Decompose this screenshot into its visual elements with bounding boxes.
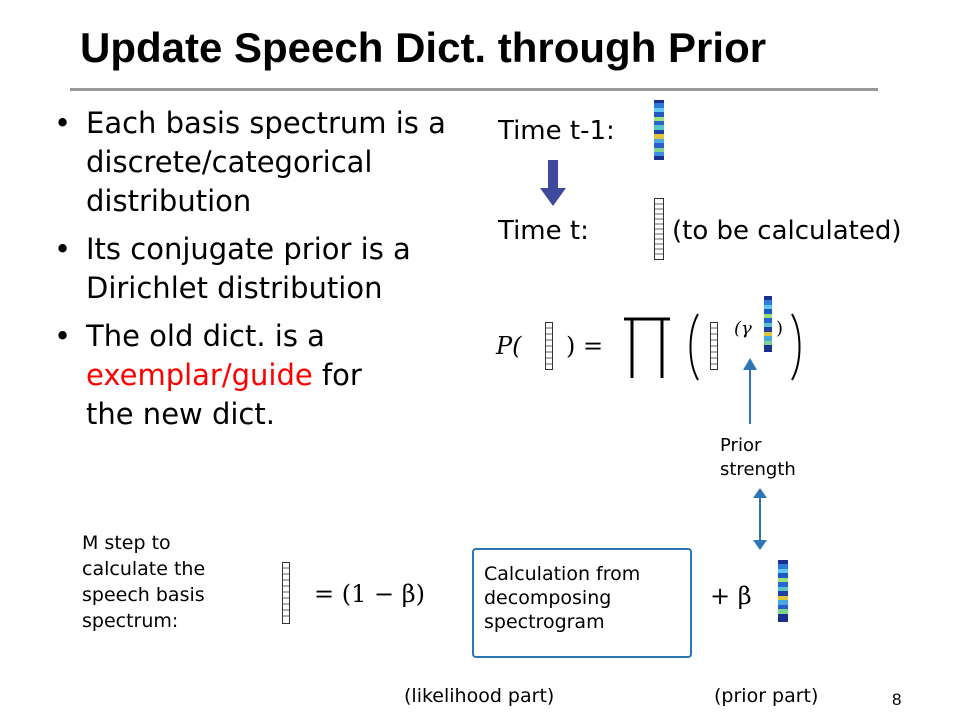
spectrum-colored-icon — [778, 560, 788, 622]
m-step-left-equation: = (1 − β) — [314, 580, 425, 608]
likelihood-caption: (likelihood part) — [404, 685, 555, 707]
bullet-list: Each basis spectrum is a discrete/catego… — [52, 104, 472, 443]
bullet-text: Each basis spectrum is a discrete/catego… — [86, 106, 446, 218]
calculation-box-text: Calculation from decomposing spectrogram — [484, 563, 641, 633]
bullet-item: Its conjugate prior is a Dirichlet distr… — [52, 230, 472, 308]
equation-p-close: ) = — [566, 332, 604, 360]
m-step-description: M step to calculate the speech basis spe… — [82, 532, 206, 632]
spectrum-colored-icon — [654, 100, 664, 160]
spectrum-empty-icon — [710, 322, 718, 370]
double-arrow-icon — [752, 488, 768, 550]
prior-strength-label: Prior strength — [720, 435, 796, 480]
spectrum-empty-icon — [545, 322, 553, 370]
open-paren-icon — [686, 312, 700, 382]
product-icon — [622, 316, 672, 380]
gamma-close: ) — [776, 318, 784, 339]
up-arrow-icon — [742, 358, 758, 424]
bullet-item: The old dict. is a exemplar/guide for th… — [52, 317, 472, 434]
time-prev-label: Time t-1: — [498, 116, 615, 146]
down-arrow-icon — [540, 160, 566, 206]
bullet-item: Each basis spectrum is a discrete/catego… — [52, 104, 472, 221]
bullet-text: The old dict. is a — [86, 319, 325, 353]
spectrum-colored-icon — [764, 296, 772, 352]
gamma-open: (γ — [734, 318, 752, 339]
page-number: 8 — [892, 690, 902, 709]
bullet-text: Its conjugate prior is a Dirichlet distr… — [86, 232, 411, 305]
to-be-calculated-label: (to be calculated) — [672, 216, 902, 246]
title-divider — [70, 88, 878, 91]
highlight-text: exemplar/guide — [86, 358, 313, 392]
spectrum-empty-icon — [282, 562, 290, 624]
time-curr-label: Time t: — [498, 216, 589, 246]
prior-caption: (prior part) — [714, 685, 819, 707]
equation-p-open: P( — [496, 332, 522, 360]
spectrum-empty-icon — [654, 198, 664, 260]
close-paren-icon — [790, 312, 804, 382]
calculation-box: Calculation from decomposing spectrogram — [472, 548, 692, 658]
slide-title: Update Speech Dict. through Prior — [80, 24, 767, 71]
m-step-right-equation: + β — [710, 582, 752, 610]
bullet-text: for the new dict. — [86, 358, 362, 431]
